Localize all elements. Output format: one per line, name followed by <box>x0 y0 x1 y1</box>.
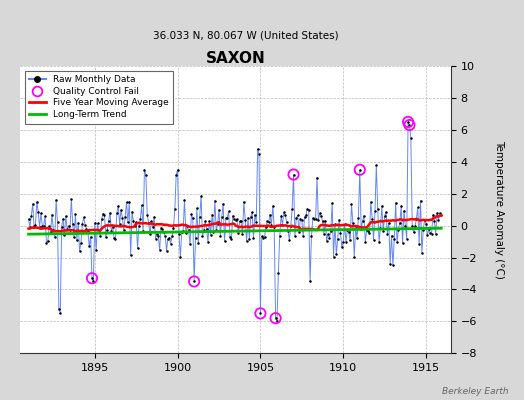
Point <box>271 315 280 321</box>
Legend: Raw Monthly Data, Quality Control Fail, Five Year Moving Average, Long-Term Tren: Raw Monthly Data, Quality Control Fail, … <box>25 70 173 124</box>
Text: Berkeley Earth: Berkeley Earth <box>442 387 508 396</box>
Point <box>190 278 199 285</box>
Y-axis label: Temperature Anomaly (°C): Temperature Anomaly (°C) <box>494 140 504 279</box>
Title: SAXON: SAXON <box>206 51 266 66</box>
Point <box>289 171 298 178</box>
Point <box>88 275 96 282</box>
Point <box>404 119 412 125</box>
Point <box>405 122 413 128</box>
Text: 36.033 N, 80.067 W (United States): 36.033 N, 80.067 W (United States) <box>154 30 339 40</box>
Point <box>356 166 364 173</box>
Point <box>256 310 265 316</box>
